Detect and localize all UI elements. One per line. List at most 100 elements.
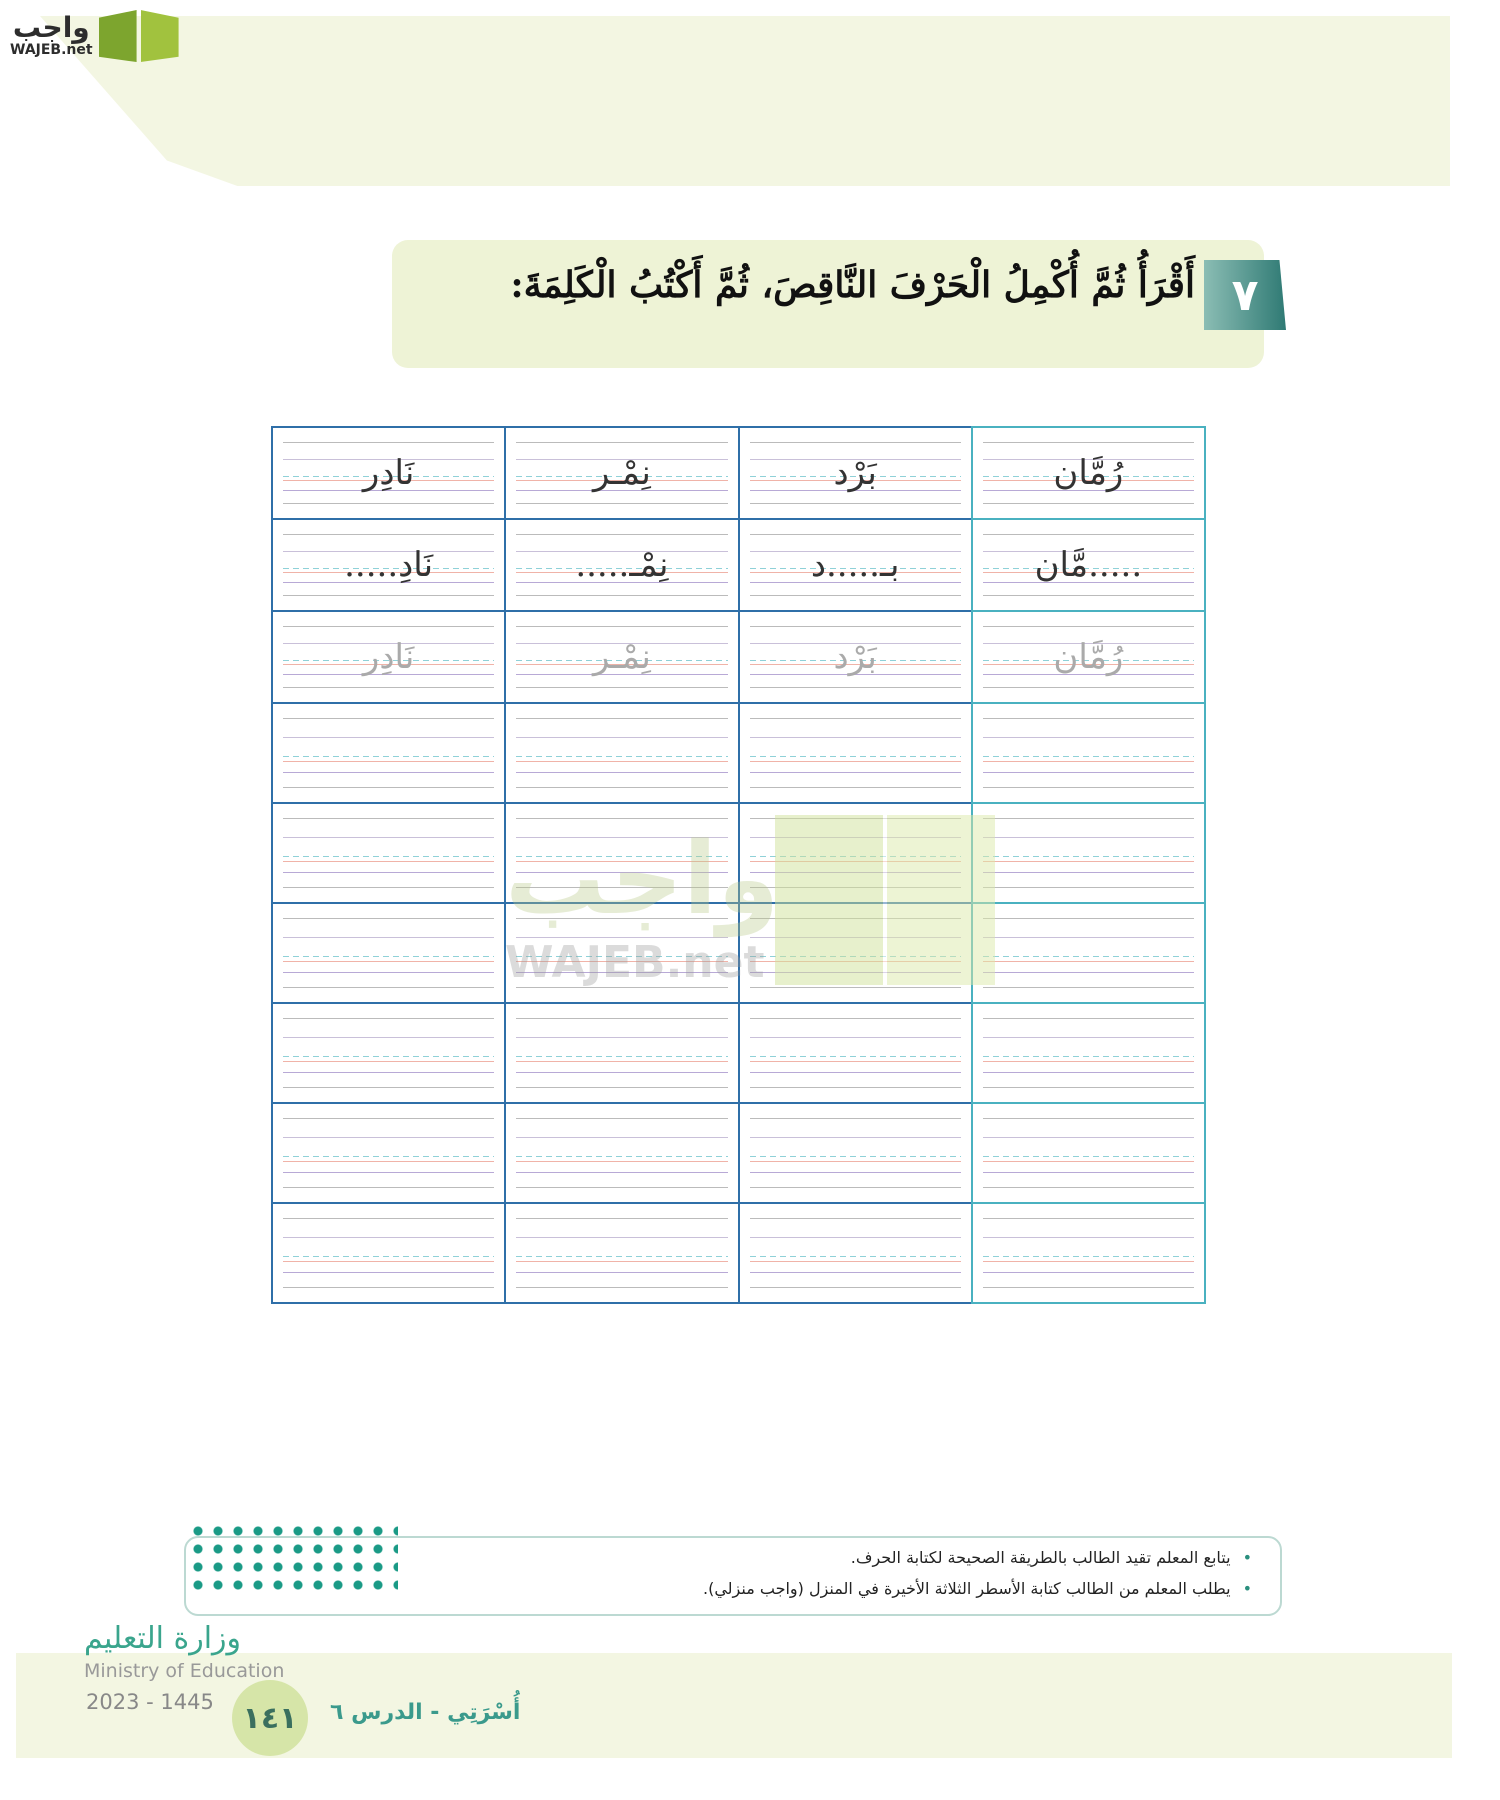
handwriting-lines (982, 1218, 1194, 1288)
writing-cell[interactable] (270, 1002, 507, 1104)
question-number: ٧ (1204, 260, 1286, 330)
top-band (40, 16, 1450, 186)
writing-row (270, 1202, 1207, 1304)
writing-cell[interactable] (970, 1102, 1207, 1204)
ministry-logo-dots (188, 1522, 398, 1592)
writing-cell[interactable] (270, 1202, 507, 1304)
handwriting-lines (283, 442, 495, 504)
handwriting-lines (283, 818, 495, 888)
word: نَادِر (362, 637, 415, 677)
writing-cell[interactable] (504, 1002, 740, 1104)
handwriting-lines (982, 918, 1194, 988)
word-cell[interactable]: نَادِ..... (270, 518, 507, 612)
teacher-notes: يتابع المعلم تقيد الطالب بالطريقة الصحيح… (184, 1536, 1282, 1616)
book-icon (99, 6, 179, 66)
word: نِمْـر (592, 637, 651, 677)
handwriting-lines (982, 626, 1194, 688)
handwriting-lines (749, 718, 961, 788)
word-cell[interactable]: .....مَّان (970, 518, 1207, 612)
handwriting-lines (749, 534, 961, 596)
word: نِمْـر (592, 453, 651, 493)
writing-row (270, 1002, 1207, 1104)
watermark-book-icon (775, 815, 995, 985)
handwriting-lines (283, 534, 495, 596)
question-text: أَقْرَأُ ثُمَّ أُكْمِلُ الْحَرْفَ النَّا… (510, 264, 1195, 306)
handwriting-lines (516, 718, 728, 788)
handwriting-lines (982, 442, 1194, 504)
word: .....مَّان (1034, 545, 1143, 585)
word: رُمَّان (1053, 637, 1124, 677)
note-item: يطلب المعلم من الطالب كتابة الأسطر الثلا… (186, 1579, 1252, 1598)
year: 2023 - 1445 (86, 1690, 214, 1714)
word-cell: نِمْـر (504, 426, 740, 520)
handwriting-lines (982, 718, 1194, 788)
handwriting-lines (516, 918, 728, 988)
note-item: يتابع المعلم تقيد الطالب بالطريقة الصحيح… (186, 1548, 1252, 1567)
word-row: رُمَّان بَرْد نِمْـر نَادِر (270, 426, 1207, 520)
wajeb-logo[interactable]: واجب WAJEB.net (10, 6, 179, 66)
handwriting-lines (982, 534, 1194, 596)
logo-text: واجب (12, 11, 90, 44)
page-number: ١٤١ (232, 1680, 308, 1756)
writing-cell[interactable] (970, 1202, 1207, 1304)
writing-cell[interactable] (737, 1102, 973, 1204)
writing-cell[interactable] (970, 802, 1207, 904)
word: نِمْـ..... (575, 545, 669, 585)
writing-row (270, 902, 1207, 1004)
writing-row (270, 1102, 1207, 1204)
handwriting-lines (516, 626, 728, 688)
word: نَادِر (362, 453, 415, 493)
word-cell: بَرْد (737, 610, 973, 704)
handwriting-lines (749, 442, 961, 504)
handwriting-lines (516, 442, 728, 504)
handwriting-lines (749, 1218, 961, 1288)
writing-cell[interactable] (504, 702, 740, 804)
word: بَرْد (833, 453, 877, 493)
writing-cell[interactable] (504, 1202, 740, 1304)
word-row: رُمَّان بَرْد نِمْـر نَادِر (270, 610, 1207, 704)
writing-cell[interactable] (504, 1102, 740, 1204)
handwriting-lines (516, 534, 728, 596)
writing-cell[interactable] (737, 702, 973, 804)
handwriting-lines (283, 718, 495, 788)
word-cell[interactable]: نِمْـ..... (504, 518, 740, 612)
word-cell: نَادِر (270, 610, 507, 704)
ministry-name-ar: وزارة التعليم (84, 1621, 242, 1656)
handwriting-lines (982, 1018, 1194, 1088)
word-cell: رُمَّان (970, 426, 1207, 520)
handwriting-lines (283, 1018, 495, 1088)
lesson-title: أُسْرَتِي - الدرس ٦ (330, 1700, 521, 1725)
writing-cell[interactable] (737, 1202, 973, 1304)
handwriting-lines (516, 818, 728, 888)
handwriting-lines (749, 1018, 961, 1088)
word: بـ.....د (810, 545, 900, 585)
word-row: .....مَّان بـ.....د نِمْـ..... نَادِ..... (270, 518, 1207, 612)
writing-cell[interactable] (737, 1002, 973, 1104)
writing-cell[interactable] (270, 1102, 507, 1204)
writing-cell[interactable] (270, 702, 507, 804)
ministry-name-en: Ministry of Education (84, 1660, 285, 1682)
writing-row (270, 802, 1207, 904)
word-cell: نِمْـر (504, 610, 740, 704)
writing-cell[interactable] (270, 902, 507, 1004)
writing-cell[interactable] (970, 902, 1207, 1004)
writing-cell[interactable] (970, 702, 1207, 804)
handwriting-lines (516, 1018, 728, 1088)
writing-cell[interactable] (504, 802, 740, 904)
writing-cell[interactable] (270, 802, 507, 904)
word-cell[interactable]: بـ.....د (737, 518, 973, 612)
handwriting-lines (749, 626, 961, 688)
handwriting-lines (982, 1118, 1194, 1188)
word-cell: رُمَّان (970, 610, 1207, 704)
word-cell: نَادِر (270, 426, 507, 520)
question-header (392, 240, 1264, 368)
handwriting-lines (516, 1218, 728, 1288)
writing-cell[interactable] (504, 902, 740, 1004)
handwriting-lines (516, 1118, 728, 1188)
word-cell: بَرْد (737, 426, 973, 520)
handwriting-lines (283, 626, 495, 688)
logo-sub: WAJEB.net (10, 42, 93, 58)
writing-cell[interactable] (970, 1002, 1207, 1104)
handwriting-lines (982, 818, 1194, 888)
writing-row (270, 702, 1207, 804)
